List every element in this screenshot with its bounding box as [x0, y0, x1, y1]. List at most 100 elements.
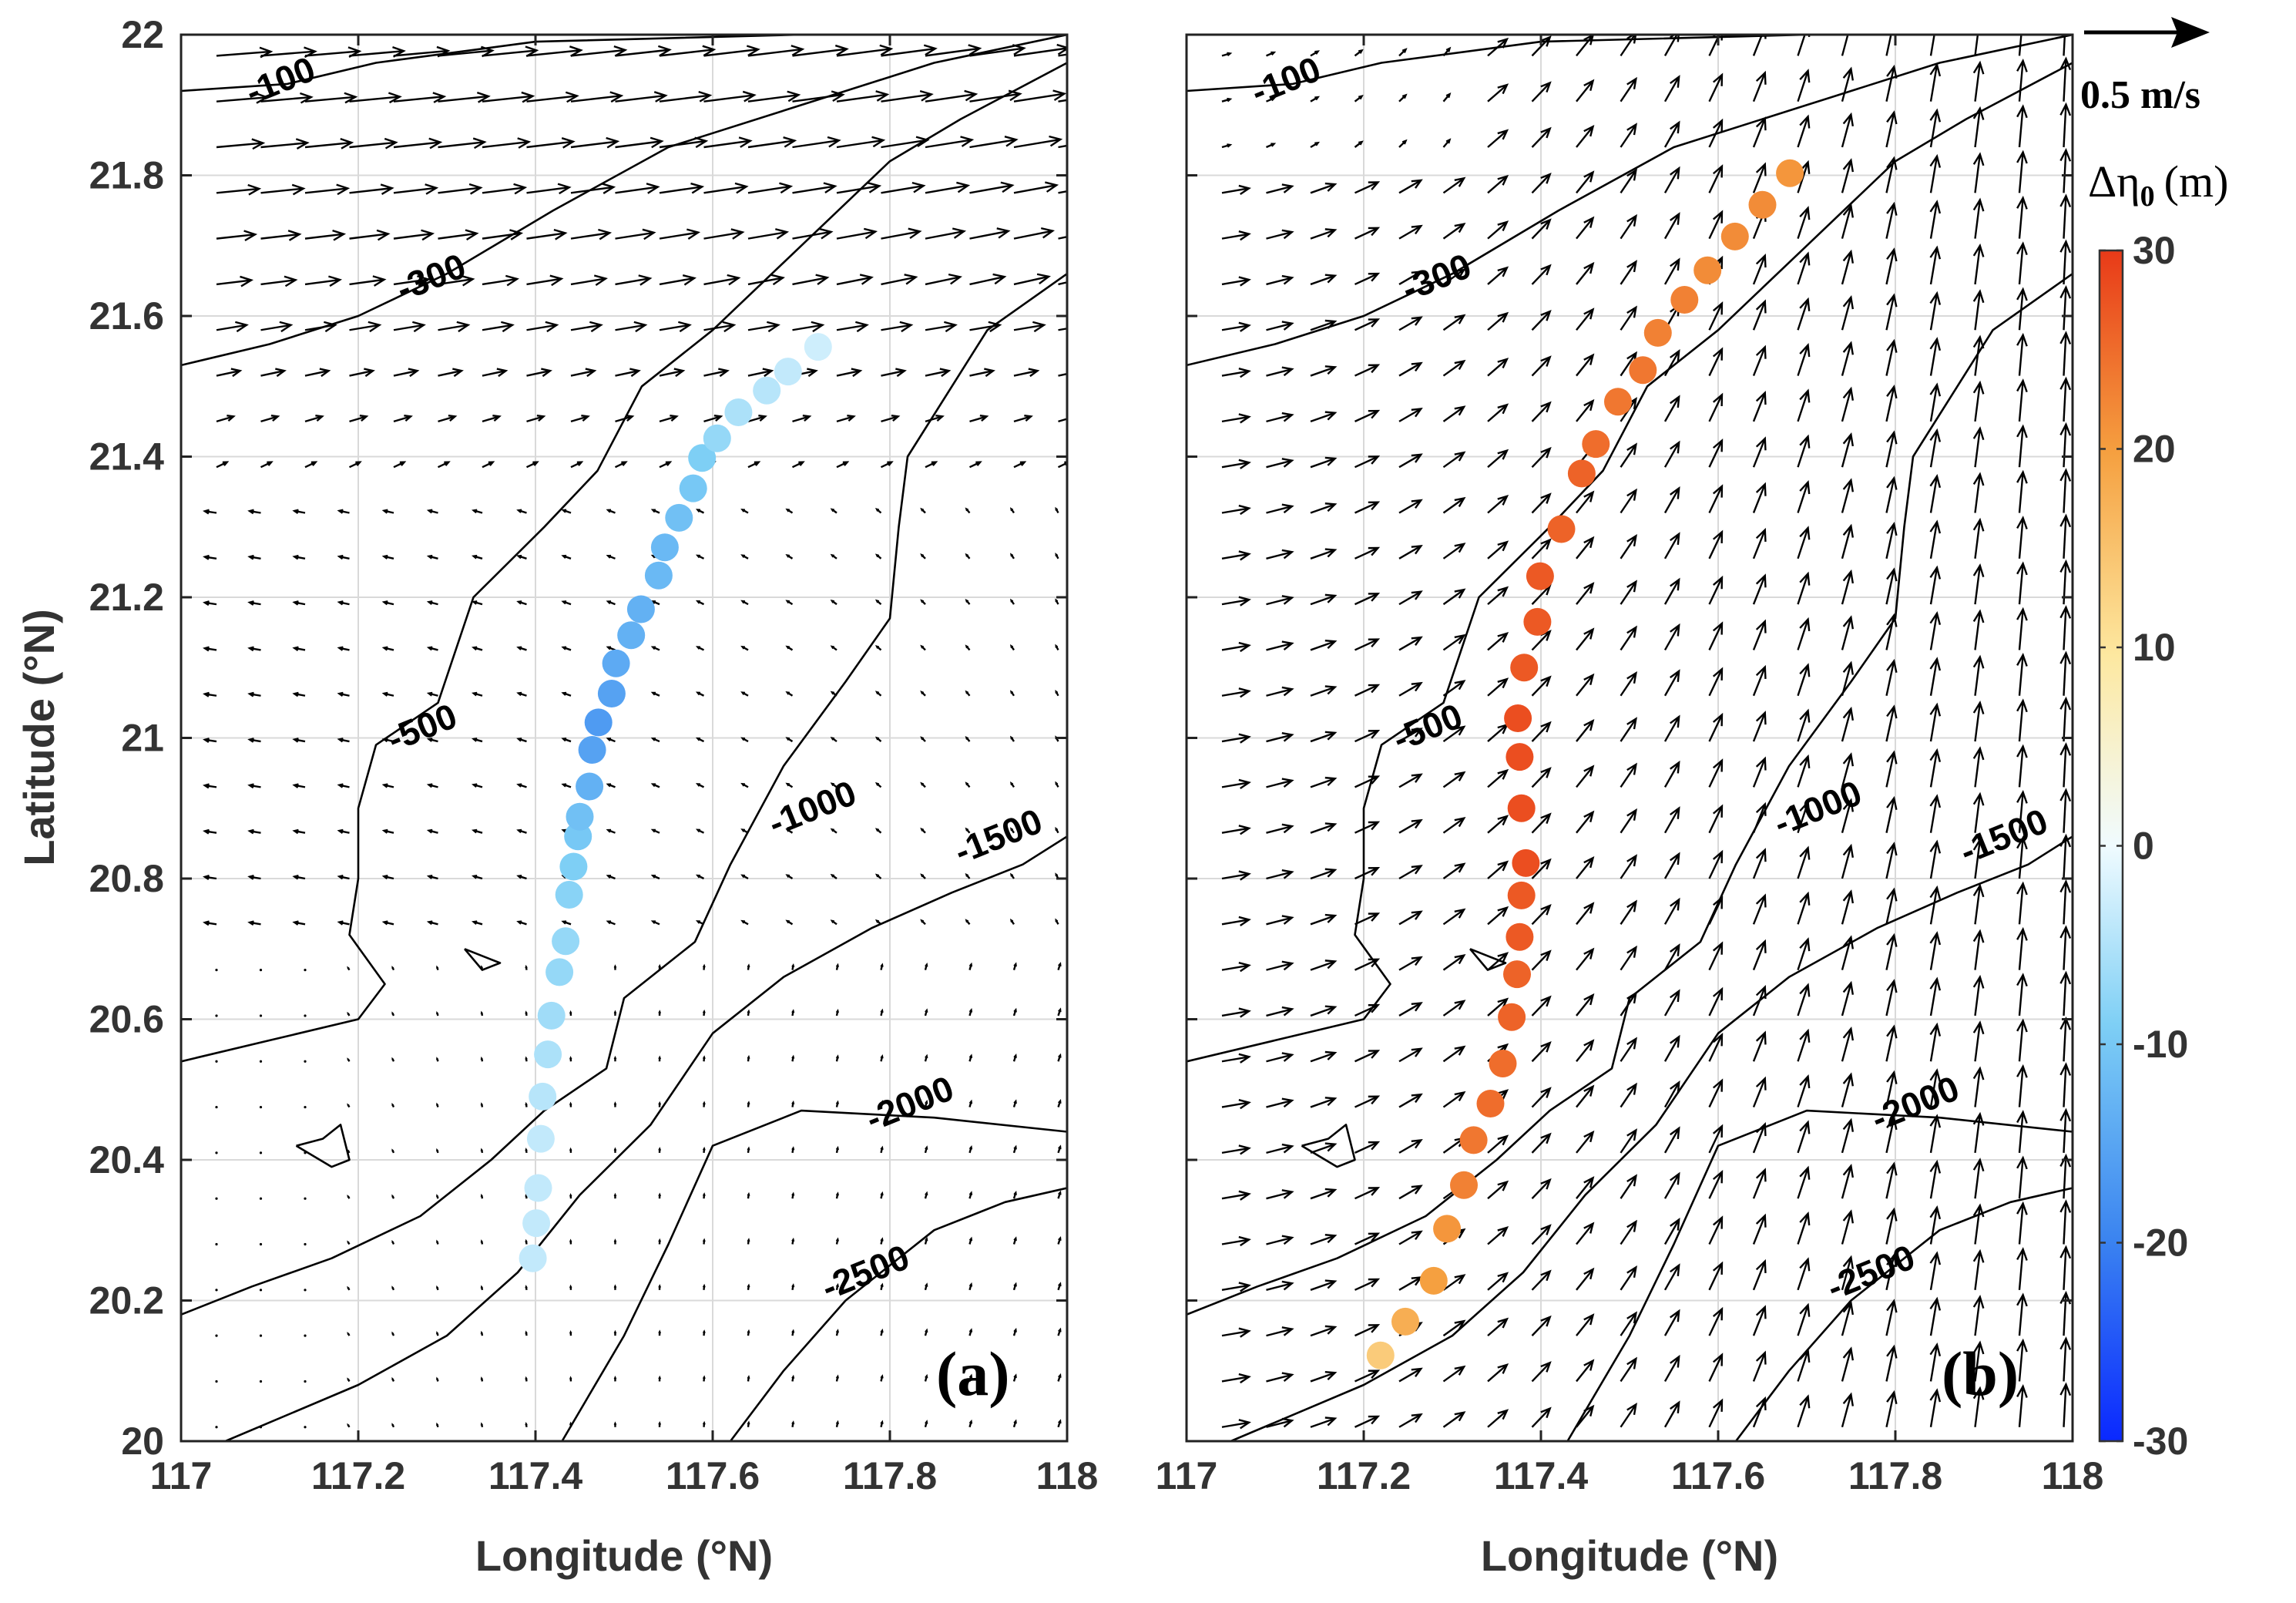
flow-vector	[570, 368, 597, 378]
flow-vector	[2016, 744, 2028, 788]
flow-vector	[1929, 35, 1935, 56]
flow-vector	[1576, 1359, 1595, 1383]
flow-vector	[426, 554, 438, 560]
flow-vector	[1266, 869, 1294, 880]
flow-vector	[614, 461, 628, 469]
flow-vector	[1752, 116, 1767, 148]
flow-vector	[1266, 549, 1294, 560]
flow-vector	[703, 136, 753, 149]
flow-vector	[1885, 658, 1898, 697]
flow-vector	[516, 875, 527, 880]
flow-vector	[1442, 1411, 1466, 1428]
flow-vector	[1620, 1402, 1637, 1428]
flow-vector	[1663, 257, 1680, 285]
contour-line	[561, 1109, 1067, 1441]
flow-vector	[482, 461, 495, 469]
flow-vector	[874, 553, 882, 560]
flow-vector	[259, 1289, 263, 1292]
flow-vector	[702, 1192, 706, 1199]
flow-vector	[925, 414, 945, 423]
flow-vector	[393, 137, 443, 150]
flow-vector	[874, 508, 882, 514]
flow-vector	[215, 969, 218, 972]
flow-vector	[880, 1191, 884, 1199]
station-marker	[1512, 849, 1540, 877]
flow-vector	[1663, 669, 1680, 697]
flow-vector	[349, 229, 391, 241]
flow-vector	[965, 644, 971, 651]
flow-vector	[436, 1376, 439, 1382]
flow-vector	[1576, 398, 1595, 422]
flow-vector	[1841, 798, 1855, 833]
flow-vector	[695, 874, 705, 880]
flow-vector	[260, 183, 306, 196]
flow-vector	[1708, 347, 1724, 377]
flow-vector	[695, 554, 705, 560]
flow-vector	[1797, 617, 1811, 650]
flow-vector	[1057, 1235, 1062, 1245]
flow-vector	[658, 1329, 662, 1336]
flow-vector	[2059, 1153, 2072, 1199]
flow-vector	[347, 1377, 351, 1383]
flow-vector	[1885, 1070, 1898, 1107]
flow-vector	[1752, 573, 1767, 605]
flow-vector	[1752, 1076, 1767, 1108]
contour-label: -500	[1387, 695, 1468, 759]
flow-vector	[1576, 765, 1595, 788]
flow-vector	[1620, 168, 1637, 193]
flow-vector	[1354, 866, 1381, 880]
flow-vector	[438, 229, 479, 241]
flow-vector	[613, 1421, 617, 1427]
flow-vector	[920, 507, 926, 514]
flow-vector	[1221, 778, 1251, 790]
flow-vector	[1797, 891, 1811, 925]
flow-vector	[1620, 670, 1637, 697]
flow-vector	[2059, 696, 2072, 742]
flow-vector	[1354, 49, 1364, 57]
flow-vector	[381, 600, 394, 606]
flow-vector	[1972, 1158, 1985, 1199]
flow-vector	[2059, 102, 2072, 148]
flow-vector	[203, 509, 217, 515]
flow-vector	[1057, 1419, 1062, 1428]
flow-vector	[1663, 806, 1680, 834]
flow-vector	[2059, 1016, 2072, 1062]
flow-vector	[1487, 83, 1509, 102]
flow-vector	[925, 273, 962, 286]
flow-vector	[1663, 212, 1680, 240]
flow-vector	[920, 599, 926, 605]
panel-a-x-tick-label: 117	[150, 1454, 213, 1497]
flow-vector	[880, 1054, 884, 1062]
flow-vector	[1620, 1174, 1637, 1199]
flow-vector	[1398, 361, 1423, 377]
flow-vector	[1310, 50, 1321, 57]
flow-vector	[525, 1101, 528, 1107]
flow-vector	[1398, 1367, 1423, 1383]
flow-vector	[1576, 35, 1594, 57]
flow-vector	[569, 1330, 572, 1336]
flow-vector	[1972, 517, 1985, 559]
flow-vector	[2059, 376, 2072, 422]
flow-vector	[1354, 546, 1381, 560]
flow-vector	[391, 1011, 395, 1017]
flow-vector	[472, 875, 483, 880]
x-axis-label-b: Longitude (°N)	[1481, 1531, 1778, 1580]
flow-vector	[526, 321, 559, 333]
flow-vector	[925, 227, 967, 240]
flow-vector	[2016, 1110, 2028, 1153]
flow-vector	[785, 645, 794, 651]
panel-a-x-tick-label: 117.6	[666, 1454, 760, 1497]
flow-vector	[1057, 1373, 1062, 1382]
flow-vector	[1797, 1211, 1811, 1245]
flow-vector	[1885, 567, 1898, 605]
flow-vector	[1752, 893, 1767, 925]
flow-vector	[2059, 970, 2072, 1017]
flow-vector	[1487, 1180, 1509, 1200]
flow-vector	[1013, 181, 1059, 194]
flow-vector	[1708, 35, 1724, 56]
flow-vector	[292, 554, 306, 560]
flow-vector	[215, 1334, 218, 1337]
flow-vector	[337, 600, 350, 606]
flow-vector	[526, 414, 546, 423]
contour-line	[295, 1124, 351, 1168]
